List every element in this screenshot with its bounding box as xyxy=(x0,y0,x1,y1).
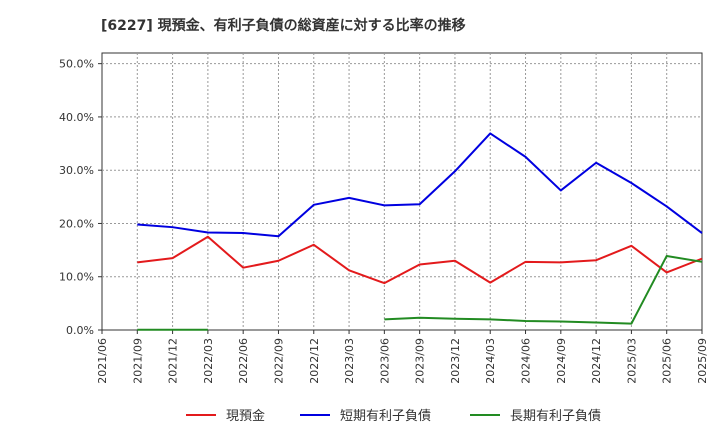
legend-label: 短期有利子負債 xyxy=(340,409,431,424)
grid xyxy=(102,53,702,330)
x-tick-label: 2021/09 xyxy=(131,338,144,384)
x-axis: 2021/06 2021/09 2021/12 2022/03 2022/06 2022/… xyxy=(96,330,709,384)
x-tick-label: 2021/06 xyxy=(96,338,109,384)
x-tick-label: 2021/12 xyxy=(167,338,180,384)
series-line xyxy=(137,254,703,331)
legend-label: 長期有利子負債 xyxy=(510,409,601,424)
y-tick-label: 50.0% xyxy=(59,58,94,71)
x-tick-label: 2022/09 xyxy=(272,338,285,384)
x-tick-label: 2023/12 xyxy=(449,338,462,384)
x-tick-label: 2024/03 xyxy=(484,338,497,384)
x-tick-label: 2024/06 xyxy=(520,338,533,384)
y-tick-label: 10.0% xyxy=(59,271,94,284)
y-axis: 0.0% 10.0% 20.0% 30.0% 40.0% 50.0% xyxy=(59,58,102,337)
x-tick-label: 2024/09 xyxy=(555,338,568,384)
plot-area xyxy=(101,52,703,331)
x-tick-label: 2025/09 xyxy=(696,338,709,384)
y-tick-label: 30.0% xyxy=(59,164,94,177)
x-tick-label: 2023/09 xyxy=(414,338,427,384)
y-tick-label: 20.0% xyxy=(59,217,94,230)
x-tick-label: 2022/03 xyxy=(202,338,215,384)
series-line xyxy=(137,235,703,285)
x-tick-label: 2024/12 xyxy=(590,338,603,384)
chart-title: [6227] 現預金、有利子負債の総資産に対する比率の推移 xyxy=(101,17,466,34)
legend-label: 現預金 xyxy=(226,408,265,424)
y-tick-label: 0.0% xyxy=(66,324,94,337)
legend: 現預金 短期有利子負債 長期有利子負債 xyxy=(186,408,601,424)
series-line xyxy=(137,132,703,238)
x-tick-label: 2022/06 xyxy=(237,338,250,384)
x-tick-label: 2022/12 xyxy=(308,338,321,384)
y-tick-label: 40.0% xyxy=(59,111,94,124)
x-tick-label: 2023/06 xyxy=(378,338,391,384)
x-tick-label: 2025/03 xyxy=(625,338,638,384)
series-layer xyxy=(137,132,703,331)
x-tick-label: 2025/06 xyxy=(661,338,674,384)
x-tick-label: 2023/03 xyxy=(343,338,356,384)
